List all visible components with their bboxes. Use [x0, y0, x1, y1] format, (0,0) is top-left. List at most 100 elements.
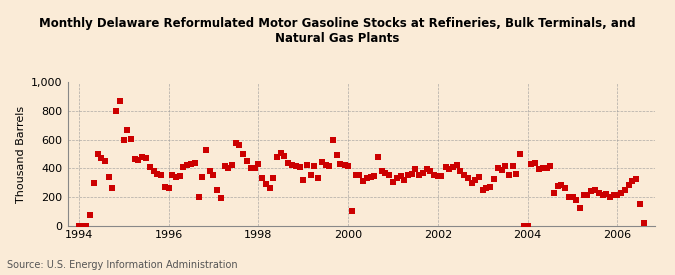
Point — [167, 173, 178, 178]
Point — [421, 167, 432, 171]
Point — [74, 223, 84, 228]
Point — [92, 152, 103, 156]
Point — [530, 160, 541, 165]
Point — [343, 164, 354, 168]
Point — [253, 162, 264, 166]
Point — [470, 178, 481, 183]
Point — [492, 165, 503, 170]
Point — [256, 176, 267, 180]
Point — [197, 175, 208, 179]
Point — [294, 165, 305, 169]
Point — [182, 163, 193, 168]
Point — [335, 162, 346, 166]
Point — [462, 176, 473, 180]
Point — [533, 167, 544, 171]
Point — [350, 173, 361, 178]
Point — [373, 155, 383, 159]
Point — [215, 196, 226, 200]
Point — [380, 170, 391, 175]
Point — [103, 175, 114, 179]
Point — [99, 159, 110, 163]
Point — [369, 174, 379, 178]
Point — [88, 180, 99, 185]
Point — [548, 190, 559, 195]
Point — [205, 169, 215, 173]
Point — [440, 165, 451, 169]
Point — [616, 191, 626, 196]
Point — [418, 170, 429, 175]
Point — [474, 175, 485, 179]
Point — [429, 173, 439, 178]
Point — [358, 179, 369, 183]
Point — [597, 192, 608, 197]
Point — [171, 175, 182, 179]
Point — [481, 185, 492, 190]
Point — [608, 192, 619, 197]
Point — [339, 163, 350, 168]
Point — [118, 138, 129, 142]
Point — [208, 173, 219, 178]
Point — [152, 172, 163, 176]
Point — [466, 181, 477, 186]
Point — [489, 177, 500, 181]
Point — [545, 164, 556, 168]
Point — [317, 160, 327, 164]
Point — [234, 143, 245, 148]
Point — [634, 202, 645, 206]
Point — [313, 175, 323, 180]
Point — [155, 173, 166, 178]
Point — [414, 173, 425, 178]
Point — [279, 154, 290, 158]
Text: Source: U.S. Energy Information Administration: Source: U.S. Energy Information Administ… — [7, 260, 238, 270]
Point — [178, 165, 189, 169]
Point — [193, 195, 204, 199]
Point — [567, 195, 578, 199]
Point — [137, 155, 148, 159]
Point — [249, 166, 260, 170]
Point — [537, 166, 548, 170]
Point — [81, 223, 92, 228]
Point — [496, 167, 507, 172]
Point — [174, 174, 185, 178]
Point — [601, 192, 612, 196]
Point — [518, 223, 529, 228]
Point — [399, 178, 410, 182]
Point — [320, 163, 331, 168]
Point — [130, 157, 140, 161]
Point — [571, 198, 582, 203]
Point — [612, 193, 623, 198]
Point — [406, 172, 417, 176]
Point — [526, 162, 537, 166]
Point — [452, 163, 462, 168]
Point — [122, 128, 132, 132]
Point — [586, 189, 597, 193]
Point — [219, 164, 230, 168]
Point — [275, 150, 286, 155]
Point — [582, 192, 593, 197]
Point — [578, 193, 589, 198]
Point — [590, 188, 601, 193]
Point — [328, 138, 339, 142]
Point — [133, 158, 144, 162]
Point — [264, 186, 275, 191]
Point — [604, 195, 615, 199]
Point — [448, 165, 458, 169]
Point — [126, 137, 136, 141]
Point — [268, 175, 279, 180]
Point — [433, 174, 443, 178]
Point — [283, 161, 294, 166]
Point — [302, 163, 313, 167]
Point — [485, 185, 496, 189]
Point — [227, 163, 238, 167]
Point — [631, 177, 642, 181]
Point — [223, 166, 234, 170]
Point — [455, 169, 466, 173]
Point — [362, 175, 373, 180]
Point — [511, 172, 522, 176]
Point — [377, 169, 387, 173]
Point — [541, 165, 552, 170]
Point — [186, 162, 196, 166]
Point — [77, 223, 88, 228]
Point — [346, 209, 357, 213]
Point — [623, 183, 634, 187]
